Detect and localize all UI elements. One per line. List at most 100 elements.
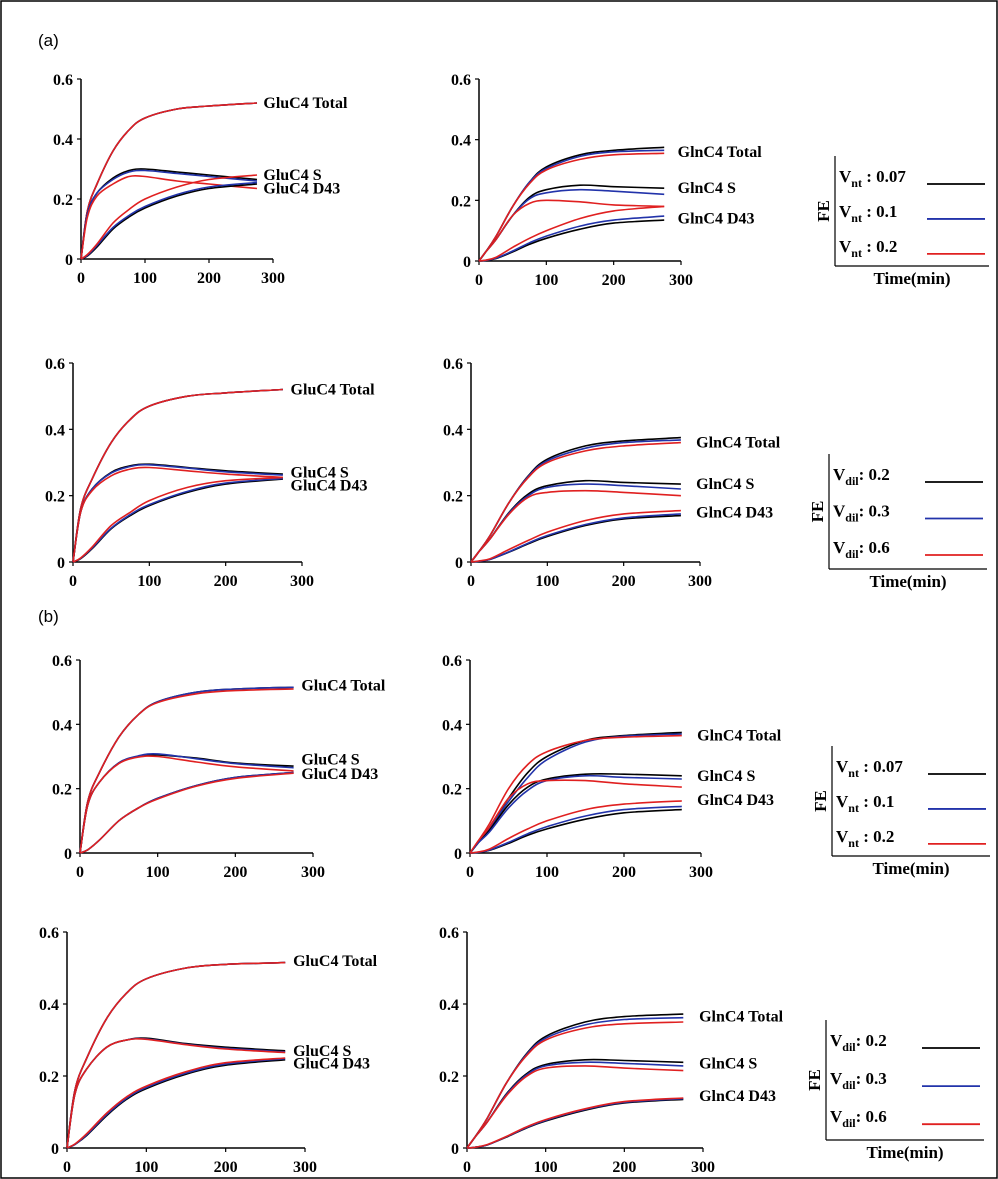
x-tick-label: 200 bbox=[612, 864, 636, 881]
curve-label: GlnC4 D43 bbox=[699, 1088, 776, 1105]
legend-1: FE Time(min) Vnt : 0.07 Vnt : 0.1 Vnt : 0.2 bbox=[814, 156, 989, 288]
curve-label: GluC4 Total bbox=[293, 953, 378, 970]
x-tick-label: 200 bbox=[197, 270, 221, 287]
chart-3: 0 100 200 300 0 0.2 0.4 0.6 GluC4 Total GluC4 SGl… bbox=[45, 356, 375, 590]
curve-label: GluC4 S bbox=[291, 464, 349, 481]
legend-item-label: Vdil: 0.3 bbox=[833, 502, 890, 525]
x-tick-label: 200 bbox=[223, 864, 247, 881]
y-tick-label: 0 bbox=[65, 252, 73, 269]
chart-4: 0 100 200 300 0 0.2 0.4 0.6 GlnC4 Total GlnC4 S Gl… bbox=[443, 356, 781, 590]
curve-label: GluC4 S bbox=[293, 1043, 351, 1060]
chart-7: 0 100 200 300 0 0.2 0.4 0.6 GluC4 Total GluC4 SGl… bbox=[39, 925, 378, 1176]
x-tick-label: 200 bbox=[602, 272, 626, 289]
x-tick-label: 100 bbox=[134, 1159, 158, 1176]
chart-8: 0 100 200 300 0 0.2 0.4 0.6 GlnC4 Total GlnC4 S Gl… bbox=[439, 925, 784, 1176]
y-tick-label: 0.4 bbox=[52, 717, 72, 734]
legend-xlabel: Time(min) bbox=[872, 859, 949, 878]
legend-item-label: Vnt : 0.07 bbox=[839, 167, 906, 190]
charts-layer: 0 100 200 300 0 0.2 0.4 0.6 GluC4 Total GluC4 S Gl… bbox=[39, 72, 784, 1176]
y-tick-label: 0.4 bbox=[442, 717, 462, 734]
series-line bbox=[469, 774, 682, 854]
series-line bbox=[79, 688, 294, 854]
y-tick-label: 0.6 bbox=[53, 72, 73, 89]
y-tick-label: 0.2 bbox=[52, 782, 72, 799]
y-tick-label: 0 bbox=[51, 1141, 59, 1158]
legend-item-label: Vnt : 0.07 bbox=[836, 757, 903, 780]
chart-5: 0 100 200 300 0 0.2 0.4 0.6 GluC4 Total GluC4 SGl… bbox=[52, 653, 386, 881]
legend-item-label: Vdil: 0.2 bbox=[830, 1031, 887, 1054]
legend-2: FE Time(min) Vdil: 0.2 Vdil: 0.3 Vdil: 0.6 bbox=[808, 454, 987, 591]
series-line bbox=[466, 1065, 684, 1149]
y-tick-label: 0.6 bbox=[443, 356, 463, 373]
y-tick-label: 0.4 bbox=[53, 132, 73, 149]
x-tick-label: 100 bbox=[137, 573, 161, 590]
y-tick-label: 0.2 bbox=[45, 489, 65, 506]
curve-label: GlnC4 Total bbox=[678, 144, 763, 161]
curve-label: GluC4 S bbox=[301, 752, 359, 769]
y-tick-label: 0 bbox=[57, 555, 65, 572]
x-tick-label: 100 bbox=[535, 573, 559, 590]
legend-xlabel: Time(min) bbox=[866, 1143, 943, 1162]
series-line bbox=[80, 174, 258, 260]
x-tick-label: 300 bbox=[301, 864, 325, 881]
curve-label: GluC4 Total bbox=[263, 95, 348, 112]
legend-item-label: Vnt : 0.2 bbox=[836, 827, 894, 850]
y-tick-label: 0 bbox=[455, 555, 463, 572]
legend-xlabel: Time(min) bbox=[869, 572, 946, 591]
x-tick-label: 200 bbox=[612, 1159, 636, 1176]
series-line bbox=[66, 961, 286, 1149]
panel-label-a: (a) bbox=[38, 31, 59, 50]
x-tick-label: 200 bbox=[214, 1159, 238, 1176]
legend-4: FE Time(min) Vdil: 0.2 Vdil: 0.3 Vdil: 0.6 bbox=[805, 1020, 984, 1162]
chart-2: 0 100 200 300 0 0.2 0.4 0.6 GlnC4 Total GlnC4 S Gl… bbox=[451, 72, 762, 289]
y-tick-label: 0 bbox=[454, 846, 462, 863]
x-tick-label: 300 bbox=[689, 864, 713, 881]
x-tick-label: 300 bbox=[293, 1159, 317, 1176]
series-line bbox=[470, 489, 681, 563]
x-tick-label: 100 bbox=[534, 1159, 558, 1176]
x-tick-label: 300 bbox=[261, 270, 285, 287]
y-tick-label: 0.2 bbox=[443, 489, 463, 506]
y-tick-label: 0 bbox=[64, 846, 72, 863]
series-line bbox=[80, 169, 258, 260]
legend-xlabel: Time(min) bbox=[873, 269, 950, 288]
y-tick-label: 0.6 bbox=[39, 925, 59, 942]
series-line bbox=[72, 388, 283, 563]
curve-label: GlnC4 D43 bbox=[697, 792, 774, 809]
curve-label: GluC4 Total bbox=[291, 382, 376, 399]
series-line bbox=[80, 102, 258, 260]
curve-label: GluC4 D43 bbox=[263, 181, 340, 198]
x-tick-label: 0 bbox=[467, 573, 475, 590]
curve-label: GlnC4 S bbox=[699, 1055, 757, 1072]
y-tick-label: 0.2 bbox=[39, 1069, 59, 1086]
series-line bbox=[469, 779, 682, 854]
y-tick-label: 0.2 bbox=[53, 192, 73, 209]
legend-item-label: Vdil: 0.6 bbox=[830, 1107, 887, 1130]
legend-ylabel: FE bbox=[811, 790, 830, 812]
curve-label: GlnC4 S bbox=[696, 476, 754, 493]
curve-label: GlnC4 Total bbox=[696, 435, 781, 452]
curve-label: GluC4 Total bbox=[301, 678, 386, 695]
y-tick-label: 0.4 bbox=[39, 997, 59, 1014]
legend-ylabel: FE bbox=[805, 1069, 824, 1091]
series-line bbox=[72, 466, 283, 563]
curve-label: GlnC4 S bbox=[697, 768, 755, 785]
x-tick-label: 300 bbox=[669, 272, 693, 289]
y-tick-label: 0 bbox=[451, 1141, 459, 1158]
x-tick-label: 100 bbox=[534, 272, 558, 289]
x-tick-label: 300 bbox=[290, 573, 314, 590]
series-line bbox=[72, 476, 283, 563]
y-tick-label: 0.6 bbox=[442, 653, 462, 670]
legend-item-label: Vnt : 0.2 bbox=[839, 237, 897, 260]
x-tick-label: 0 bbox=[77, 270, 85, 287]
y-tick-label: 0.6 bbox=[45, 356, 65, 373]
x-tick-label: 100 bbox=[146, 864, 170, 881]
x-tick-label: 300 bbox=[688, 573, 712, 590]
curve-label: GlnC4 D43 bbox=[678, 211, 755, 228]
y-tick-label: 0.4 bbox=[439, 997, 459, 1014]
curve-label: GlnC4 S bbox=[678, 180, 736, 197]
legend-item-label: Vdil: 0.3 bbox=[830, 1069, 887, 1092]
series-line bbox=[478, 199, 665, 262]
